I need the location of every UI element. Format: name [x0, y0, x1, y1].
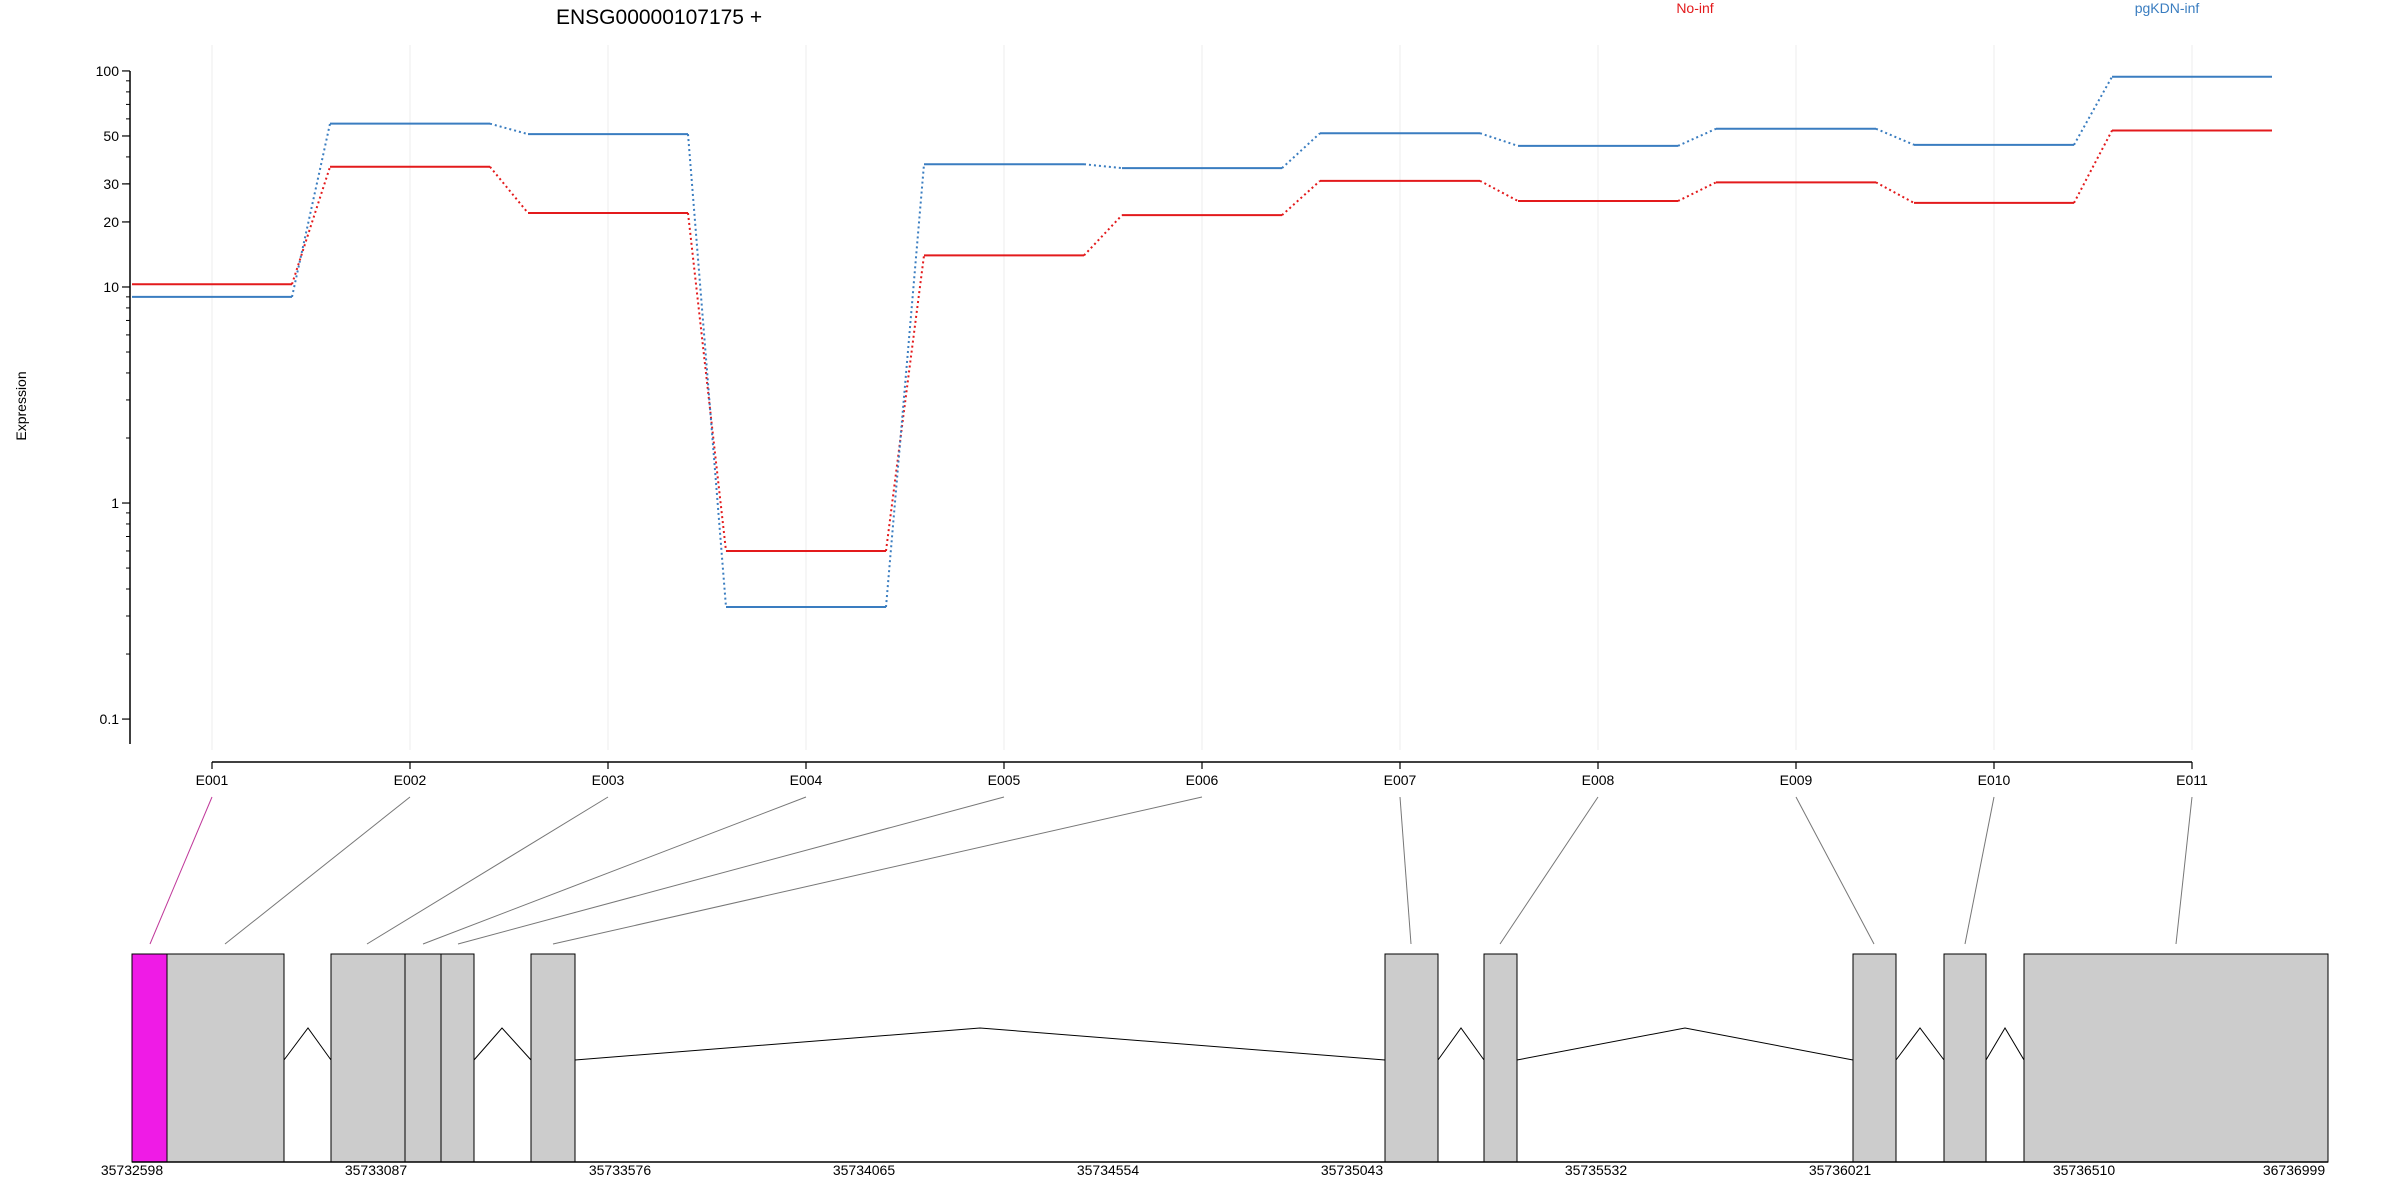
series-connector — [1083, 163, 1123, 170]
connector-e011 — [2175, 796, 2193, 945]
coordinate-label: 35735043 — [1321, 1162, 1384, 1178]
x-axis: E001 E002 E003 E004 E005 E006 E007 E008 E009 E010… — [196, 761, 2208, 788]
coordinate-label: 35734065 — [833, 1162, 896, 1178]
gene-model — [131, 953, 2329, 1163]
exon-box — [2023, 953, 2329, 1163]
coordinate-label: 35736021 — [1809, 1162, 1872, 1178]
x-tick-label-e010: E010 — [1978, 772, 2011, 788]
x-tick-label-e004: E004 — [790, 772, 823, 788]
y-tick-label: 50 — [103, 128, 119, 144]
x-tick-label-e009: E009 — [1780, 772, 1813, 788]
series-connector — [1677, 127, 1717, 147]
series-connector — [2073, 130, 2113, 204]
exon-box — [330, 953, 406, 1163]
series-connector — [489, 122, 529, 136]
series-connector — [1083, 214, 1123, 257]
grid-lines — [211, 45, 2193, 750]
coordinate-label: 35733087 — [345, 1162, 408, 1178]
coordinate-label: 35732598 — [101, 1162, 164, 1178]
coordinate-label: 35733576 — [589, 1162, 652, 1178]
connector-e007 — [1399, 796, 1412, 945]
series-connector — [1281, 180, 1321, 216]
y-tick-label: 10 — [103, 279, 119, 295]
connector-e005 — [457, 796, 1005, 945]
connector-e004 — [422, 796, 807, 945]
series-connector — [1479, 132, 1519, 147]
intron-line — [1895, 1027, 1945, 1061]
series-connector — [1875, 127, 1915, 146]
series-no-inf — [132, 129, 2272, 552]
series-lines — [132, 75, 2272, 609]
series-connector — [291, 166, 331, 285]
intron-line — [574, 1027, 1386, 1061]
y-tick-label: 20 — [103, 214, 119, 230]
genomic-coordinate-axis: 35732598 35733087 35733576 35734065 35734554… — [101, 1161, 2328, 1178]
series-connector — [1281, 132, 1321, 169]
y-tick-label: 100 — [96, 63, 120, 79]
exon-box — [530, 953, 576, 1163]
y-axis: 100 50 30 20 10 1 0.1 — [96, 63, 131, 744]
y-tick-label: 30 — [103, 176, 119, 192]
series-connector — [885, 164, 925, 608]
connector-e001 — [149, 796, 213, 945]
chart-title: ENSG00000107175 + — [556, 6, 762, 29]
x-tick-label-e007: E007 — [1384, 772, 1417, 788]
intron-line — [1437, 1027, 1485, 1061]
coordinate-label: 35736510 — [2053, 1162, 2116, 1178]
x-tick-label-e002: E002 — [394, 772, 427, 788]
exon-box — [1943, 953, 1987, 1163]
exon-box — [440, 953, 475, 1163]
x-tick-label-e008: E008 — [1582, 772, 1615, 788]
coordinate-label: 35734554 — [1077, 1162, 1140, 1178]
y-tick-label: 1 — [111, 495, 119, 511]
series-connector — [1875, 181, 1915, 204]
exon-box — [166, 953, 285, 1163]
series-connector — [291, 123, 331, 298]
series-connector — [687, 212, 727, 552]
coordinate-label: 36736999 — [2263, 1162, 2326, 1178]
legend-label-no-inf: No-inf — [1676, 0, 1713, 16]
series-connector — [687, 134, 727, 608]
exon-box — [1852, 953, 1897, 1163]
connector-e008 — [1499, 796, 1599, 945]
exon-connectors — [149, 796, 2193, 945]
x-tick-label-e001: E001 — [196, 772, 229, 788]
series-pgkdn-inf — [132, 75, 2272, 609]
series-connector — [2073, 76, 2113, 146]
intron-line — [1516, 1027, 1854, 1061]
x-tick-label-e011: E011 — [2176, 772, 2208, 788]
series-connector — [1677, 181, 1717, 202]
series-connector — [489, 166, 529, 214]
series-connector — [885, 255, 925, 552]
exon-box — [404, 953, 442, 1163]
coordinate-label: 35735532 — [1565, 1162, 1628, 1178]
connector-e006 — [552, 796, 1203, 945]
exon-box — [1384, 953, 1439, 1163]
legend-label-pgkdn-inf: pgKDN-inf — [2135, 0, 2200, 16]
intron-line — [473, 1027, 532, 1061]
x-tick-label-e005: E005 — [988, 772, 1021, 788]
series-connector — [1479, 179, 1519, 202]
connector-e002 — [224, 796, 411, 945]
connector-e003 — [366, 796, 609, 945]
y-axis-label: Expression — [13, 371, 29, 440]
x-tick-label-e006: E006 — [1186, 772, 1219, 788]
highlighted-exon — [131, 953, 168, 1163]
x-tick-label-e003: E003 — [592, 772, 625, 788]
intron-line — [283, 1027, 332, 1061]
y-tick-label: 0.1 — [100, 711, 120, 727]
connector-e009 — [1795, 796, 1875, 945]
connector-e010 — [1964, 796, 1995, 945]
intron-line — [1985, 1027, 2025, 1061]
exon-box — [1483, 953, 1518, 1163]
